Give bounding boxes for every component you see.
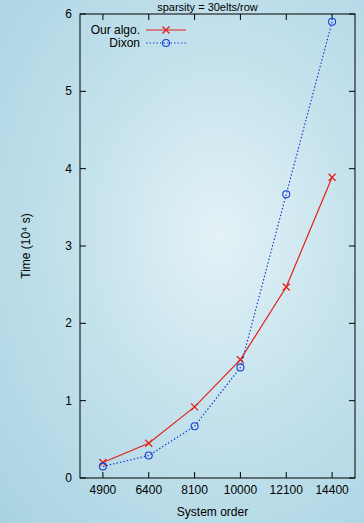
y-tick: [349, 246, 355, 247]
y-tick-label: 1: [65, 394, 72, 408]
x-tick-label: 6400: [135, 483, 162, 497]
x-axis-label: System order: [177, 505, 248, 519]
x-tick: [286, 472, 287, 478]
legend-label: Our algo.: [91, 23, 140, 37]
y-tick: [80, 91, 86, 92]
y-tick: [349, 400, 355, 401]
series-line: [103, 177, 332, 462]
data-point: [191, 423, 198, 430]
data-point: [329, 174, 336, 181]
y-tick: [349, 478, 355, 479]
data-point: [237, 364, 244, 371]
x-tick: [332, 472, 333, 478]
y-tick-label: 3: [65, 239, 72, 253]
x-tick-label: 12100: [270, 483, 304, 497]
y-tick: [349, 168, 355, 169]
x-tick-label: 4900: [90, 483, 117, 497]
y-tick-label: 4: [65, 162, 72, 176]
x-tick: [286, 14, 287, 20]
x-tick: [148, 14, 149, 20]
data-point: [145, 452, 152, 459]
y-axis-label: Time (10⁴ s): [19, 213, 33, 278]
y-tick: [80, 323, 86, 324]
legend-swatch: [146, 42, 186, 43]
y-tick: [80, 246, 86, 247]
x-tick-label: 14400: [315, 483, 349, 497]
x-tick: [240, 472, 241, 478]
data-point: [329, 18, 336, 25]
y-tick-label: 6: [65, 7, 72, 21]
data-point: [283, 191, 290, 198]
x-tick: [102, 14, 103, 20]
legend-marker: [163, 27, 170, 34]
y-tick: [349, 14, 355, 15]
x-tick: [194, 14, 195, 20]
x-tick-label: 10000: [224, 483, 258, 497]
y-tick: [80, 168, 86, 169]
data-point: [283, 283, 290, 290]
plot-area: [99, 18, 335, 470]
data-point: [191, 403, 198, 410]
y-tick: [349, 323, 355, 324]
y-tick-label: 0: [65, 471, 72, 485]
plot-frame: [80, 14, 355, 478]
y-tick: [80, 14, 86, 15]
y-tick-label: 5: [65, 84, 72, 98]
x-tick: [240, 14, 241, 20]
x-tick: [102, 472, 103, 478]
legend-label: Dixon: [109, 36, 140, 50]
series-line: [103, 22, 332, 467]
title: sparsity = 30elts/row: [157, 1, 258, 13]
y-tick: [349, 91, 355, 92]
chart: sparsity = 30elts/row 0 1 2 3 4 5 6 4900 6400 8100…: [0, 0, 364, 523]
y-tick-label: 2: [65, 316, 72, 330]
x-tick: [148, 472, 149, 478]
x-tick: [332, 14, 333, 20]
data-point: [145, 440, 152, 447]
x-tick-label: 8100: [181, 483, 208, 497]
legend-marker: [163, 40, 170, 47]
x-tick: [194, 472, 195, 478]
y-tick: [80, 400, 86, 401]
y-tick: [80, 478, 86, 479]
data-point: [99, 463, 106, 470]
